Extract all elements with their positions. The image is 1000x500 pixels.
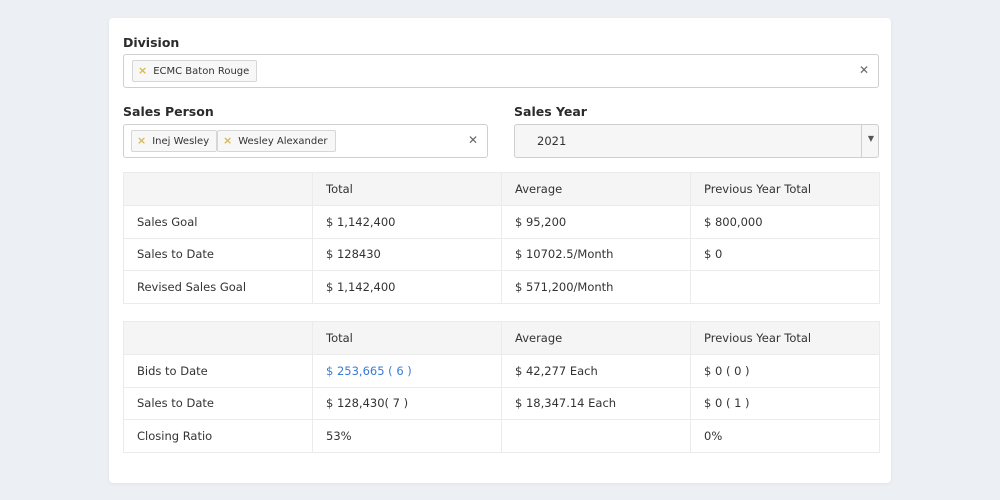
sales-summary-card: Division × ECMC Baton Rouge ✕ Sales Perso… [109, 18, 891, 483]
table-row: Sales to Date $ 128,430( 7 ) $ 18,347.14… [123, 386, 880, 421]
column-header: Total [312, 172, 502, 206]
table-header-row: Total Average Previous Year Total [123, 172, 880, 206]
column-header: Average [501, 321, 691, 355]
caret-down-icon[interactable]: ▼ [867, 134, 874, 143]
column-header: Average [501, 172, 691, 206]
sales-goals-table: Total Average Previous Year Total Sales … [123, 172, 880, 304]
row-label: Sales to Date [123, 386, 313, 421]
table-cell: $ 800,000 [690, 205, 880, 239]
table-cell: $ 42,277 Each [501, 354, 691, 388]
close-icon[interactable]: ✕ [858, 63, 869, 77]
table-row: Bids to Date $ 253,665 ( 6 ) $ 42,277 Ea… [123, 354, 880, 388]
table-cell: $ 10702.5/Month [501, 237, 691, 272]
column-header [123, 321, 313, 355]
table-cell: $ 1,142,400 [312, 205, 502, 239]
close-icon[interactable]: ✕ [467, 133, 478, 147]
remove-tag-icon[interactable]: × [223, 134, 233, 147]
column-header [123, 172, 313, 206]
column-header: Total [312, 321, 502, 355]
table-cell [501, 419, 691, 453]
row-label: Closing Ratio [123, 419, 313, 453]
table-cell: 0% [690, 419, 880, 453]
column-header: Previous Year Total [690, 321, 880, 355]
table-header-row: Total Average Previous Year Total [123, 321, 880, 355]
table-cell: $ 95,200 [501, 205, 691, 239]
bids-total-link[interactable]: $ 253,665 ( 6 ) [312, 354, 502, 388]
table-cell: 53% [312, 419, 502, 453]
table-cell: $ 0 ( 1 ) [690, 386, 880, 421]
table-row: Revised Sales Goal $ 1,142,400 $ 571,200… [123, 270, 880, 304]
sales-year-select[interactable]: 2021 ▼ [514, 124, 879, 158]
table-cell: $ 18,347.14 Each [501, 386, 691, 421]
sales-person-select[interactable]: × Inej Wesley × Wesley Alexander ✕ [123, 124, 488, 158]
sales-person-label: Sales Person [123, 104, 214, 119]
column-header: Previous Year Total [690, 172, 880, 206]
table-cell: $ 0 [690, 237, 880, 272]
table-cell: $ 0 ( 0 ) [690, 354, 880, 388]
division-label: Division [123, 35, 180, 50]
table-cell: $ 128,430( 7 ) [312, 386, 502, 421]
division-tag: × ECMC Baton Rouge [132, 60, 258, 82]
remove-tag-icon[interactable]: × [138, 64, 148, 77]
division-select[interactable]: × ECMC Baton Rouge ✕ [123, 54, 879, 88]
sales-year-value: 2021 [537, 134, 567, 148]
table-row: Closing Ratio 53% 0% [123, 419, 880, 453]
sales-person-tag: × Wesley Alexander [217, 130, 336, 152]
bids-table: Total Average Previous Year Total Bids t… [123, 321, 880, 453]
table-cell: $ 571,200/Month [501, 270, 691, 304]
table-cell: $ 1,142,400 [312, 270, 502, 304]
sales-year-label: Sales Year [514, 104, 587, 119]
table-row: Sales to Date $ 128430 $ 10702.5/Month $… [123, 237, 880, 272]
row-label: Sales Goal [123, 205, 313, 239]
table-cell: $ 128430 [312, 237, 502, 272]
row-label: Revised Sales Goal [123, 270, 313, 304]
table-row: Sales Goal $ 1,142,400 $ 95,200 $ 800,00… [123, 205, 880, 239]
sales-person-tag: × Inej Wesley [131, 130, 218, 152]
remove-tag-icon[interactable]: × [137, 134, 147, 147]
row-label: Bids to Date [123, 354, 313, 388]
table-cell [690, 270, 880, 304]
select-divider [861, 125, 862, 157]
row-label: Sales to Date [123, 237, 313, 272]
